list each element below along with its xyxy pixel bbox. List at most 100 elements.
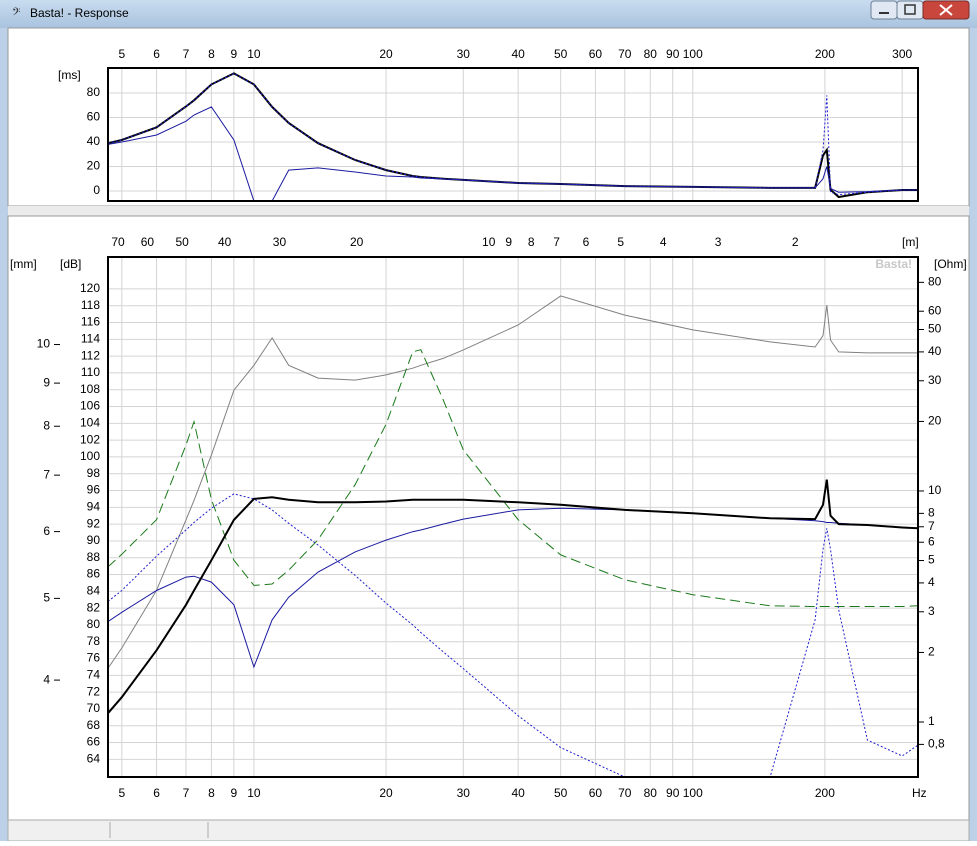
- maximize-icon: [904, 4, 916, 15]
- y-tick-label: 82: [87, 600, 101, 614]
- x-tick-label: 30: [457, 47, 471, 61]
- wavelength-tick-label: 20: [350, 235, 364, 249]
- x-tick-label: 50: [554, 47, 568, 61]
- wavelength-tick-label: 6: [583, 235, 590, 249]
- y-tick-label: 94: [87, 500, 101, 514]
- wavelength-tick-label: 3: [715, 235, 722, 249]
- y-tick-label: 80: [87, 617, 101, 631]
- x-tick-label: 8: [208, 786, 215, 800]
- y2-tick-label: 20: [928, 414, 942, 428]
- wavelength-tick-label: 4: [660, 235, 667, 249]
- y2-tick-label: 40: [928, 344, 942, 358]
- y3-tick-label: 7: [43, 467, 50, 481]
- y-tick-label: 98: [87, 466, 101, 480]
- x-tick-label: 9: [231, 47, 238, 61]
- minimize-button[interactable]: [870, 0, 898, 20]
- series-line: [108, 349, 918, 607]
- wavelength-tick-label: 2: [792, 235, 799, 249]
- y3-axis-label: [mm]: [10, 257, 37, 271]
- y2-tick-label: 6: [928, 534, 935, 548]
- series-line: [108, 507, 918, 669]
- plot-lines: [108, 72, 918, 201]
- y-tick-label: 116: [81, 315, 100, 329]
- y-tick-label: 60: [87, 110, 101, 124]
- window-title: Basta! - Response: [30, 6, 129, 20]
- close-icon: [939, 4, 953, 16]
- x-tick-label: 100: [683, 47, 703, 61]
- y2-tick-label: 5: [928, 553, 935, 567]
- x-tick-label: 90: [666, 47, 680, 61]
- y-tick-label: 110: [81, 365, 100, 379]
- x-tick-label: 300: [892, 47, 912, 61]
- wavelength-tick-label: 60: [141, 235, 155, 249]
- title-bar: [0, 0, 977, 28]
- x-tick-label: 9: [231, 786, 238, 800]
- x-tick-label: 7: [183, 47, 190, 61]
- wavelength-tick-label: 10: [482, 235, 496, 249]
- plot-lines: [108, 295, 918, 777]
- wavelength-tick-label: 50: [175, 235, 189, 249]
- x-tick-label: 7: [183, 786, 190, 800]
- y3-tick-label: 8: [43, 418, 50, 432]
- y-tick-label: 80: [87, 85, 101, 99]
- x-tick-label: 60: [589, 786, 603, 800]
- y-tick-label: 76: [87, 651, 101, 665]
- y2-tick-label: 60: [928, 303, 942, 317]
- y-tick-label: 114: [81, 331, 100, 345]
- y2-tick-label: 1: [928, 714, 935, 728]
- y-tick-label: 68: [87, 718, 101, 732]
- y2-tick-label: 50: [928, 322, 942, 336]
- x-tick-label: 30: [457, 786, 471, 800]
- x-tick-label: 6: [153, 786, 160, 800]
- y-tick-label: 100: [80, 449, 100, 463]
- wavelength-tick-label: 40: [218, 235, 232, 249]
- maximize-button[interactable]: [896, 0, 924, 20]
- wavelength-tick-label: 8: [528, 235, 535, 249]
- y-tick-label: 70: [87, 701, 101, 715]
- x-tick-label: 80: [644, 786, 658, 800]
- x-tick-label: 90: [666, 786, 680, 800]
- y-tick-label: 106: [80, 399, 100, 413]
- series-line: [108, 295, 918, 669]
- x-tick-label: 60: [589, 47, 603, 61]
- x-tick-label: 10: [247, 786, 261, 800]
- y-tick-label: 120: [80, 281, 100, 295]
- y2-tick-label: 2: [928, 645, 935, 659]
- y-axis-label: [dB]: [60, 257, 81, 271]
- series-line: [108, 479, 918, 714]
- y3-tick-label: 6: [43, 524, 50, 538]
- x-tick-label: 40: [511, 47, 525, 61]
- x-tick-label: 40: [511, 786, 525, 800]
- x-tick-label: 200: [815, 786, 835, 800]
- y2-tick-label: 30: [928, 373, 942, 387]
- plot-frame: [107, 256, 919, 778]
- y3-tick-label: 5: [43, 591, 50, 605]
- wavelength-tick-label: 7: [553, 235, 560, 249]
- y-tick-label: 78: [87, 634, 101, 648]
- wavelength-tick-label: 9: [505, 235, 512, 249]
- y2-tick-label: 8: [928, 506, 935, 520]
- y-tick-label: 0: [93, 183, 100, 197]
- y-tick-label: 90: [87, 533, 101, 547]
- y-tick-label: 92: [87, 516, 101, 530]
- plot-frame: [107, 67, 919, 202]
- splitter[interactable]: [8, 206, 969, 216]
- series-line: [108, 493, 918, 777]
- y-tick-label: 20: [87, 159, 101, 173]
- x-tick-label: 100: [683, 786, 703, 800]
- x-tick-label: 6: [153, 47, 160, 61]
- y-tick-label: 66: [87, 735, 101, 749]
- y-tick-label: 86: [87, 567, 101, 581]
- y2-tick-label: 0,8: [928, 737, 945, 751]
- wavelength-tick-label: 5: [617, 235, 624, 249]
- y2-tick-label: 10: [928, 483, 942, 497]
- wavelength-tick-label: 30: [273, 235, 287, 249]
- y2-tick-label: 3: [928, 604, 935, 618]
- y3-tick-label: 4: [43, 672, 50, 686]
- x-tick-label: 70: [618, 47, 632, 61]
- y-tick-label: 112: [81, 348, 100, 362]
- x-tick-label: 20: [379, 47, 393, 61]
- x-tick-label: 80: [644, 47, 658, 61]
- y2-axis-label: [Ohm]: [934, 257, 967, 271]
